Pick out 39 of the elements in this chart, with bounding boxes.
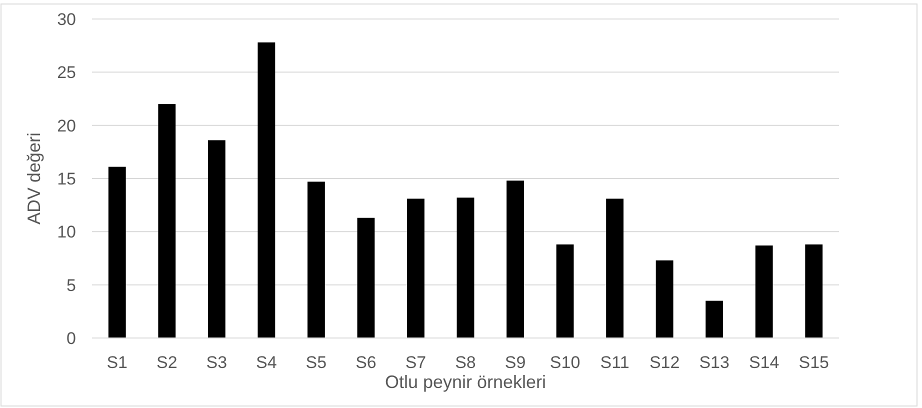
x-tick-label: S11 xyxy=(600,353,630,372)
bar xyxy=(208,140,226,338)
x-tick-label: S14 xyxy=(748,353,780,372)
x-tick-label: S5 xyxy=(306,353,327,372)
x-tick-label: S6 xyxy=(356,353,376,372)
bar xyxy=(606,198,624,338)
y-axis-title: ADV değeri xyxy=(24,132,44,225)
y-tick-label: 0 xyxy=(66,328,76,348)
bar xyxy=(357,218,375,338)
x-tick-label: S2 xyxy=(156,353,178,372)
y-tick-label: 25 xyxy=(57,63,76,82)
x-tick-label: S9 xyxy=(504,353,526,372)
bar xyxy=(456,198,474,338)
bar xyxy=(755,245,773,338)
y-tick-label: 15 xyxy=(57,169,76,188)
bar xyxy=(556,244,574,338)
x-tick-label: S1 xyxy=(106,353,128,372)
bar xyxy=(506,180,524,338)
x-axis-title: Otlu peynir örnekleri xyxy=(384,372,546,392)
y-tick-label: 10 xyxy=(57,222,76,242)
x-tick-label: S15 xyxy=(798,353,829,372)
bar xyxy=(108,166,126,338)
x-tick-label: S7 xyxy=(405,353,426,372)
x-tick-label: S10 xyxy=(550,353,580,372)
bar xyxy=(258,42,276,338)
bar xyxy=(307,182,325,338)
bar xyxy=(656,260,674,338)
x-tick-label: S3 xyxy=(206,353,228,372)
y-tick-label: 30 xyxy=(57,10,76,29)
y-tick-label: 20 xyxy=(57,116,76,136)
x-tick-label: S8 xyxy=(455,353,476,372)
x-tick-label: S13 xyxy=(699,353,730,372)
bar xyxy=(706,300,724,338)
y-tick-label: 5 xyxy=(66,276,76,295)
bar xyxy=(805,244,823,338)
bar xyxy=(407,198,424,338)
x-tick-label: S12 xyxy=(649,353,680,372)
x-tick-label: S4 xyxy=(256,353,277,372)
bar xyxy=(158,104,176,338)
